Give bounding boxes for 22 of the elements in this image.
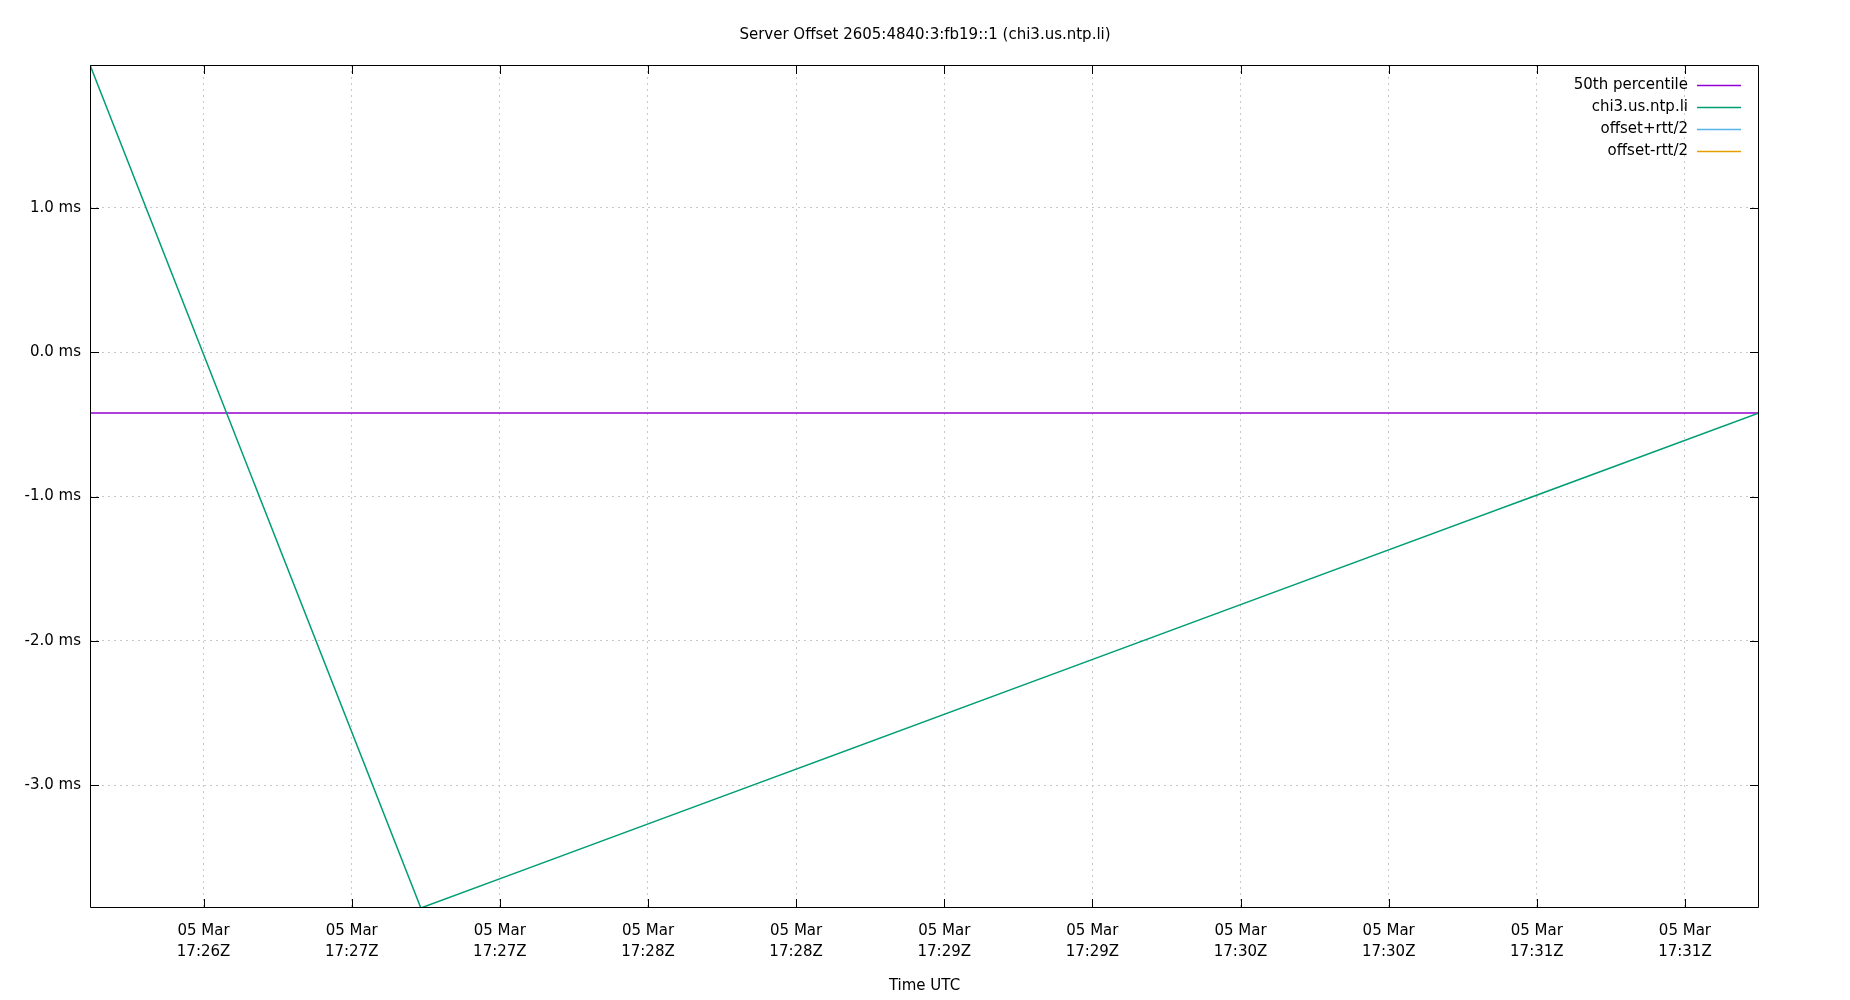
x-tick-label: 05 Mar 17:30Z: [1361, 921, 1416, 961]
y-tick-label: 0.0 ms: [29, 342, 82, 361]
x-tick-label: 05 Mar 17:31Z: [1510, 921, 1564, 961]
x-tick-label: 05 Mar 17:29Z: [1065, 921, 1120, 961]
y-tick-label: 1.0 ms: [29, 197, 82, 216]
chart-title: Server Offset 2605:4840:3:fb19::1 (chi3.us.ntp.li): [739, 24, 1111, 43]
x-tick-label: 05 Mar 17:28Z: [621, 921, 675, 961]
legend-label: 50th percentile: [1573, 74, 1688, 93]
x-tick-label: 05 Mar 17:30Z: [1213, 921, 1268, 961]
x-tick-label: 05 Mar 17:27Z: [324, 921, 379, 961]
x-tick-label: 05 Mar 17:28Z: [769, 921, 824, 961]
x-tick-label: 05 Mar 17:29Z: [917, 921, 972, 961]
y-tick-label: -2.0 ms: [24, 630, 82, 649]
legend-label: offset+rtt/2: [1600, 118, 1688, 137]
legend-label: chi3.us.ntp.li: [1591, 96, 1688, 115]
legend-label: offset-rtt/2: [1607, 140, 1688, 159]
x-tick-label: 05 Mar 17:27Z: [473, 921, 527, 961]
y-tick-label: -1.0 ms: [24, 486, 82, 505]
x-tick-label: 05 Mar 17:31Z: [1658, 921, 1712, 961]
y-tick-label: -3.0 ms: [24, 775, 82, 794]
x-axis-title: Time UTC: [887, 975, 961, 994]
x-tick-label: 05 Mar 17:26Z: [176, 921, 231, 961]
